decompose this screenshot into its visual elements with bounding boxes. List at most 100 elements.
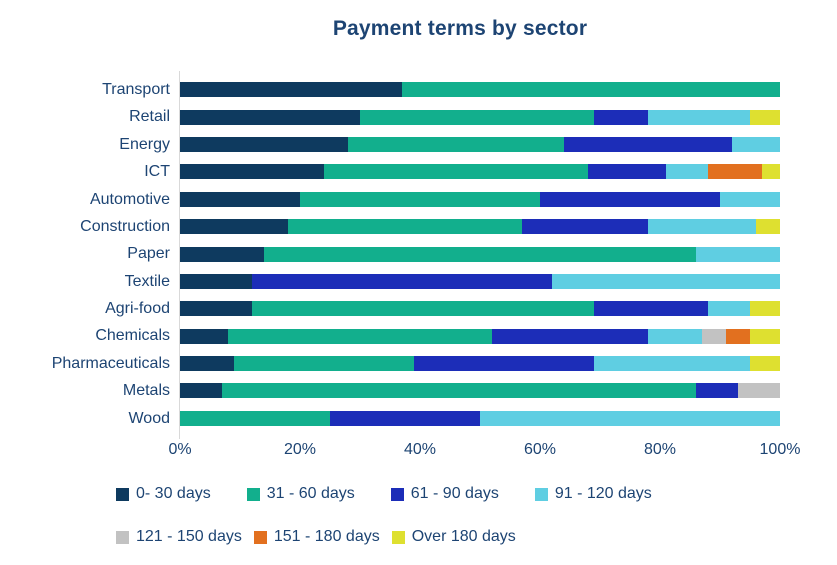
bar-segment-construction-61-90-days bbox=[522, 219, 648, 235]
bar-segment-pharmaceuticals-over-180-days bbox=[750, 356, 780, 372]
bar-segment-paper-0-30-days bbox=[180, 246, 264, 262]
bar-segment-energy-31-60-days bbox=[348, 136, 564, 152]
bar-segment-construction-over-180-days bbox=[756, 219, 780, 235]
bar-segment-ict-31-60-days bbox=[324, 164, 588, 180]
x-tick-40: 40% bbox=[403, 441, 437, 458]
legend-item-over-180-days: Over 180 days bbox=[391, 528, 516, 546]
legend-item-121-150-days: 121 - 150 days bbox=[116, 528, 242, 546]
bar-segment-pharmaceuticals-0-30-days bbox=[180, 356, 234, 372]
bar-segment-energy-91-120-days bbox=[732, 136, 780, 152]
bar-row-ict bbox=[180, 164, 780, 180]
bar-row-chemicals bbox=[180, 328, 780, 344]
bar-segment-energy-61-90-days bbox=[564, 136, 732, 152]
bar-segment-paper-31-60-days bbox=[264, 246, 696, 262]
legend-row-2: 121 - 150 days 151 - 180 days Over 180 day… bbox=[116, 528, 516, 546]
bar-segment-retail-31-60-days bbox=[360, 109, 594, 125]
bar-segment-construction-0-30-days bbox=[180, 219, 288, 235]
legend-item-0-30-days: 0- 30 days bbox=[116, 485, 211, 503]
bar-segment-textile-0-30-days bbox=[180, 273, 252, 289]
category-label-energy: Energy bbox=[119, 135, 170, 153]
legend-label-0-30-days: 0- 30 days bbox=[136, 485, 211, 502]
bar-row-energy bbox=[180, 136, 780, 152]
x-tick-100: 100% bbox=[759, 441, 801, 458]
legend-swatch-31-60-days bbox=[246, 487, 260, 501]
category-label-automotive: Automotive bbox=[89, 190, 170, 208]
bar-segment-pharmaceuticals-91-120-days bbox=[594, 356, 750, 372]
x-tick-20: 20% bbox=[283, 441, 317, 458]
category-label-ict: ICT bbox=[144, 163, 170, 181]
legend-swatch-121-150-days bbox=[116, 530, 129, 544]
bar-segment-chemicals-61-90-days bbox=[492, 328, 648, 344]
legend-item-151-180-days: 151 - 180 days bbox=[253, 528, 380, 546]
chart-title: Payment terms by sector bbox=[332, 17, 588, 40]
bar-segment-retail-over-180-days bbox=[750, 109, 780, 125]
bar-segment-automotive-61-90-days bbox=[540, 191, 720, 207]
bar-segment-transport-0-30-days bbox=[180, 82, 402, 98]
x-tick-0: 0% bbox=[168, 441, 192, 458]
bar-row-automotive bbox=[180, 191, 780, 207]
legend-label-91-120-days: 91 - 120 days bbox=[554, 485, 652, 502]
y-axis-line bbox=[179, 71, 180, 439]
bar-segment-chemicals-91-120-days bbox=[648, 328, 702, 344]
legend-swatch-151-180-days bbox=[253, 530, 267, 544]
legend-item-31-60-days: 31 - 60 days bbox=[246, 485, 355, 503]
bar-row-metals bbox=[180, 383, 780, 399]
legend-swatch-91-120-days bbox=[534, 487, 548, 501]
legend-swatch-0-30-days bbox=[116, 487, 129, 501]
bar-segment-pharmaceuticals-61-90-days bbox=[414, 356, 594, 372]
bar-segment-chemicals-31-60-days bbox=[228, 328, 492, 344]
bar-segment-chemicals-151-180-days bbox=[726, 328, 750, 344]
bar-segment-ict-over-180-days bbox=[762, 164, 780, 180]
legend-label-121-150-days: 121 - 150 days bbox=[136, 528, 242, 545]
bar-segment-wood-31-60-days bbox=[180, 410, 330, 426]
x-axis-labels: 0% 20% 40% 60% 80% 100% bbox=[0, 441, 837, 463]
plot-area bbox=[180, 76, 780, 432]
legend-item-91-120-days: 91 - 120 days bbox=[534, 485, 652, 503]
category-label-wood: Wood bbox=[128, 409, 170, 427]
bar-segment-pharmaceuticals-31-60-days bbox=[234, 356, 414, 372]
category-label-metals: Metals bbox=[122, 382, 170, 400]
bar-segment-metals-31-60-days bbox=[222, 383, 696, 399]
bar-row-construction bbox=[180, 219, 780, 235]
y-axis-labels: Transport Retail Energy ICT Automotive Constr… bbox=[0, 76, 170, 432]
category-label-retail: Retail bbox=[129, 108, 170, 126]
bar-segment-retail-91-120-days bbox=[648, 109, 750, 125]
category-label-agri-food: Agri-food bbox=[105, 300, 170, 318]
bar-segment-automotive-31-60-days bbox=[300, 191, 540, 207]
legend-item-61-90-days: 61 - 90 days bbox=[390, 485, 499, 503]
bar-segment-chemicals-121-150-days bbox=[702, 328, 726, 344]
bar-segment-construction-31-60-days bbox=[288, 219, 522, 235]
bar-segment-wood-61-90-days bbox=[330, 410, 480, 426]
bar-segment-automotive-91-120-days bbox=[720, 191, 780, 207]
category-label-pharmaceuticals: Pharmaceuticals bbox=[51, 354, 170, 372]
category-label-transport: Transport bbox=[102, 81, 170, 98]
category-label-textile: Textile bbox=[124, 272, 170, 290]
bar-segment-energy-0-30-days bbox=[180, 136, 348, 152]
bar-row-agri-food bbox=[180, 301, 780, 317]
bar-segment-agri-food-31-60-days bbox=[252, 301, 594, 317]
bar-segment-retail-0-30-days bbox=[180, 109, 360, 125]
bar-segment-construction-91-120-days bbox=[648, 219, 756, 235]
bar-row-paper bbox=[180, 246, 780, 262]
bar-segment-ict-91-120-days bbox=[666, 164, 708, 180]
bar-row-retail bbox=[180, 109, 780, 125]
bar-row-wood bbox=[180, 410, 780, 426]
category-label-chemicals: Chemicals bbox=[95, 327, 170, 345]
bar-segment-wood-91-120-days bbox=[480, 410, 780, 426]
bar-segment-ict-0-30-days bbox=[180, 164, 324, 180]
category-label-paper: Paper bbox=[127, 245, 170, 263]
bar-segment-ict-151-180-days bbox=[708, 164, 762, 180]
bar-row-textile bbox=[180, 273, 780, 289]
bar-segment-agri-food-0-30-days bbox=[180, 301, 252, 317]
legend-row-1: 0- 30 days 31 - 60 days 61 - 90 days 91 - 1… bbox=[116, 485, 652, 503]
legend-label-over-180-days: Over 180 days bbox=[411, 528, 516, 545]
bar-segment-chemicals-over-180-days bbox=[750, 328, 780, 344]
bar-segment-textile-91-120-days bbox=[552, 273, 780, 289]
legend-swatch-over-180-days bbox=[391, 530, 405, 544]
bar-segment-ict-61-90-days bbox=[588, 164, 666, 180]
bar-segment-transport-31-60-days bbox=[402, 82, 780, 98]
bar-segment-automotive-0-30-days bbox=[180, 191, 300, 207]
bar-segment-metals-121-150-days bbox=[738, 383, 780, 399]
bar-segment-retail-61-90-days bbox=[594, 109, 648, 125]
